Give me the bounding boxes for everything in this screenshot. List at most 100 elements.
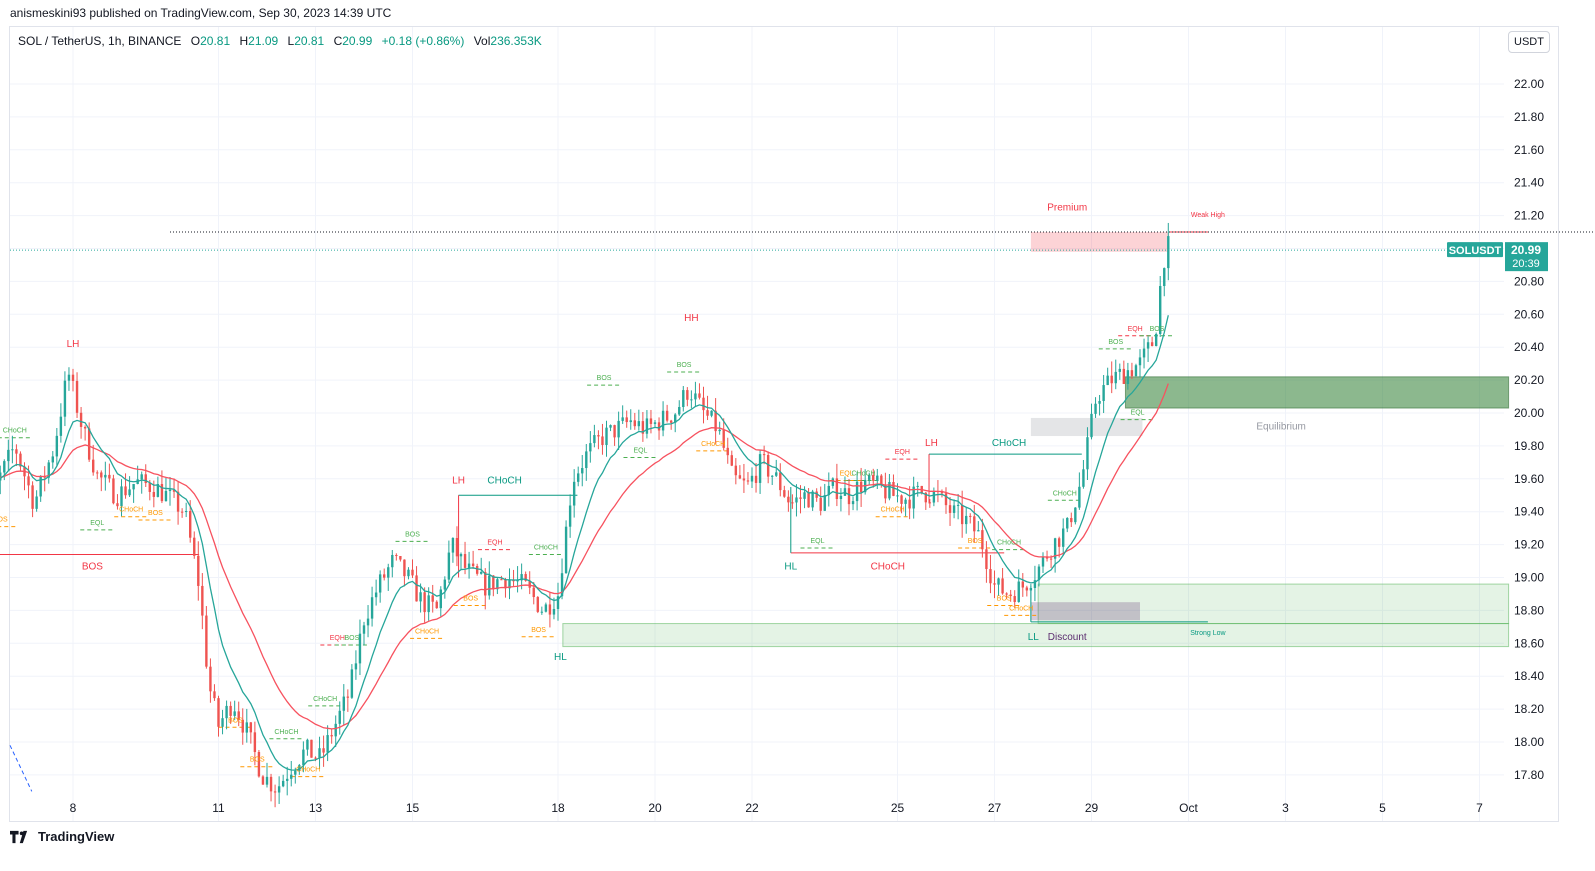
- candle-body: [819, 497, 822, 511]
- candle-body: [544, 604, 548, 612]
- candle-body: [993, 583, 996, 585]
- x-tick-label: 3: [1282, 801, 1289, 815]
- moving-averages: [0, 315, 1169, 792]
- candle-body: [1033, 580, 1037, 588]
- candle-body: [1146, 342, 1150, 349]
- x-tick-label: 11: [212, 801, 225, 815]
- candle-body: [1098, 400, 1101, 404]
- candle-body: [932, 491, 936, 503]
- y-tick-label: 19.20: [1514, 538, 1544, 552]
- y-tick-label: 22.00: [1514, 77, 1544, 91]
- candle-body: [277, 786, 281, 793]
- candle-body: [399, 556, 402, 560]
- chart-grid: [10, 27, 1504, 821]
- candle-body: [156, 484, 160, 497]
- candle-body: [168, 489, 172, 492]
- internal-label: CHoCH: [3, 428, 27, 435]
- candle-body: [641, 421, 645, 434]
- internal-label: CHoCH: [701, 441, 725, 448]
- currency-button[interactable]: USDT: [1508, 31, 1550, 53]
- internal-label: BOS: [1150, 326, 1165, 333]
- y-tick-label: 19.00: [1514, 571, 1544, 585]
- candle-body: [237, 711, 240, 720]
- candle-body: [952, 505, 956, 513]
- candle-body: [112, 478, 115, 504]
- order-block-zone: [1124, 376, 1510, 409]
- candle-body: [1053, 538, 1057, 559]
- internal-label: BOS: [405, 531, 420, 538]
- candle-body: [358, 633, 362, 664]
- candle-body: [245, 722, 248, 733]
- publish-header: anismeskini93 published on TradingView.c…: [10, 6, 392, 20]
- structure-lines: [0, 231, 1595, 778]
- candle-body: [956, 504, 960, 506]
- symbol-legend[interactable]: SOL / TetherUS, 1h, BINANCE O20.81 H21.0…: [18, 34, 542, 48]
- candle-body: [815, 491, 818, 498]
- internal-label: CHoCH: [1053, 490, 1077, 497]
- volume-label: Vol: [473, 34, 491, 48]
- y-tick-label: 17.80: [1514, 768, 1544, 782]
- internal-label: CHoCH: [534, 545, 558, 552]
- candle-body: [694, 393, 697, 400]
- candle-body: [249, 722, 253, 733]
- internal-label: BOS: [148, 510, 163, 517]
- candle-body: [257, 752, 261, 777]
- candle-body: [306, 739, 309, 750]
- candle-body: [75, 380, 79, 413]
- candle-body: [734, 465, 738, 476]
- candle-body: [116, 503, 119, 507]
- candle-body: [771, 475, 774, 477]
- internal-label: BOS: [531, 627, 546, 634]
- candle-body: [722, 429, 725, 448]
- candle-body: [746, 480, 750, 482]
- candle-body: [637, 421, 641, 427]
- candle-body: [597, 435, 600, 437]
- candle-body: [160, 484, 164, 502]
- chart-frame[interactable]: [9, 26, 1559, 822]
- candle-body: [1090, 413, 1093, 438]
- candle-body: [189, 511, 192, 538]
- zone-label: Weak High: [1191, 212, 1225, 219]
- candle-body: [1078, 486, 1081, 508]
- candle-body: [496, 579, 499, 590]
- candle-body: [176, 491, 180, 512]
- candle-body: [221, 718, 224, 727]
- candle-body: [787, 496, 790, 503]
- candle-body: [500, 579, 503, 581]
- candle-body: [374, 592, 378, 598]
- internal-label: BOS: [463, 596, 478, 603]
- candle-body: [536, 597, 539, 612]
- candle-body: [201, 585, 204, 616]
- candle-body: [657, 422, 661, 431]
- candle-body: [346, 696, 350, 698]
- internal-label: CHoCH: [296, 767, 320, 774]
- candle-body: [1102, 385, 1105, 401]
- candle-body: [128, 489, 131, 496]
- candle-body: [572, 481, 576, 506]
- candle-body: [702, 397, 705, 411]
- structure-label: BOS: [82, 561, 103, 572]
- candle-body: [273, 791, 277, 793]
- y-tick-label: 19.40: [1514, 505, 1544, 519]
- internal-label: EQH: [330, 635, 345, 642]
- candle-body: [1114, 371, 1117, 384]
- candle-body: [674, 414, 677, 423]
- candle-body: [395, 555, 398, 557]
- candle-body: [508, 580, 511, 589]
- candle-body: [779, 472, 782, 491]
- candle-body: [872, 475, 875, 481]
- candle-body: [1049, 558, 1053, 560]
- candle-body: [1159, 286, 1162, 334]
- candle-body: [378, 574, 382, 593]
- candle-body: [1094, 403, 1097, 414]
- candle-body: [645, 418, 649, 434]
- internal-label: EQL: [633, 447, 647, 454]
- candle-body: [884, 485, 887, 499]
- high-value: 21.09: [248, 34, 279, 48]
- candle-body: [164, 491, 168, 502]
- candle-body: [463, 554, 467, 568]
- candle-body: [625, 417, 628, 423]
- candle-body: [585, 451, 588, 469]
